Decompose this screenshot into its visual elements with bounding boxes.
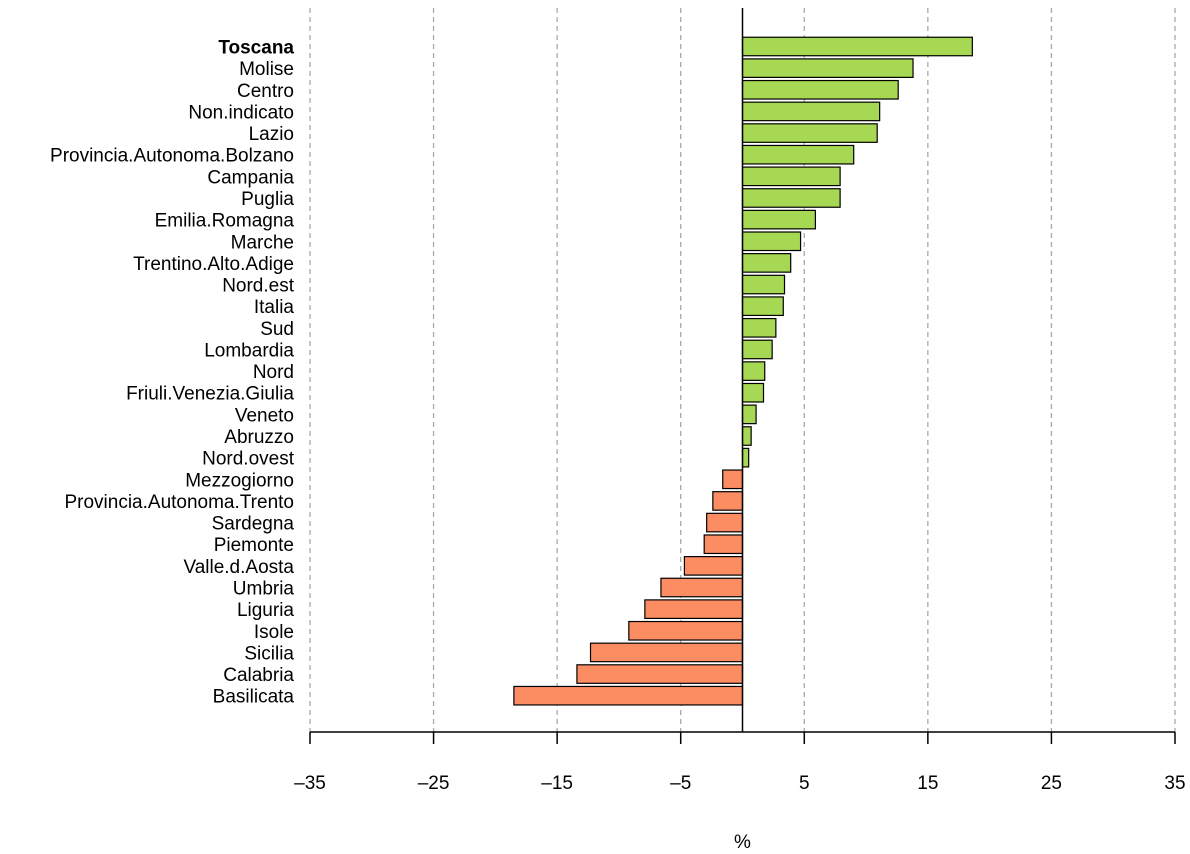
category-labels: ToscanaMoliseCentroNon.indicatoLazioProv… [50,38,295,708]
bar-piemonte [703,534,744,555]
x-tick-label: –15 [541,773,573,794]
category-label: Isole [254,622,294,643]
bar-sicilia [589,642,744,663]
bar-nord-est [741,274,786,295]
category-label: Nord [253,362,294,383]
bar-molise [741,58,914,78]
category-label: Veneto [235,405,294,426]
x-ticks: –35 –25 –15 –5 5 15 25 35 [294,732,1186,794]
category-label: Calabria [223,665,294,686]
bar-friuli-venezia-giulia [741,382,765,403]
bar-provincia-autonoma-bolzano [741,144,855,165]
bar-puglia [741,188,841,208]
category-label: Piemonte [214,535,294,556]
category-label: Marche [231,232,294,253]
category-label: Toscana [218,38,294,59]
category-label: Valle.d.Aosta [183,557,294,578]
category-label: Emilia.Romagna [155,211,295,232]
category-label: Umbria [233,579,295,600]
x-tick-label: –35 [294,773,326,794]
bar-sud [741,317,777,338]
category-label: Liguria [237,600,294,621]
category-label: Campania [207,167,294,188]
bar-marche [741,231,802,252]
x-tick-label: –5 [670,773,691,794]
x-tick-label: 15 [917,773,938,794]
bar-umbria [660,577,744,598]
bar-lombardia [741,339,773,360]
bar-sardegna [706,512,744,533]
bar-provincia-autonoma-trento [712,491,744,511]
bar-basilicata [513,685,744,706]
bar-mezzogiorno [722,469,744,490]
bar-lazio [741,123,878,143]
bars [513,36,973,706]
x-tick-label: –25 [418,773,450,794]
x-axis: –35 –25 –15 –5 5 15 25 35 [294,731,1186,794]
category-label: Nord.ovest [202,449,295,470]
category-label: Lazio [249,124,294,145]
bar-campania [741,166,841,187]
bar-liguria [644,599,744,619]
bar-emilia-romagna [741,209,817,230]
category-label: Non.indicato [188,102,294,123]
category-label: Sardegna [212,514,295,535]
category-label: Provincia.Autonoma.Trento [64,492,294,513]
category-label: Basilicata [213,687,295,708]
bar-nord [741,361,766,381]
bar-nord-ovest [741,447,750,468]
category-label: Provincia.Autonoma.Bolzano [50,146,294,167]
category-label: Mezzogiorno [185,470,294,491]
category-label: Nord.est [222,276,295,297]
category-label: Abruzzo [224,427,294,448]
bar-calabria [576,664,744,684]
bar-veneto [741,404,757,425]
bar-centro [741,79,899,100]
category-label: Friuli.Venezia.Giulia [126,384,294,405]
bar-isole [628,620,744,641]
category-label: Puglia [241,189,294,210]
bar-abruzzo [741,426,752,446]
x-tick-label: 5 [799,773,810,794]
category-label: Trentino.Alto.Adige [133,254,294,275]
category-label: Sud [260,319,294,340]
category-label: Centro [237,81,294,102]
x-tick-label: 25 [1041,773,1062,794]
category-label: Italia [254,297,295,318]
category-label: Lombardia [204,340,294,361]
bar-valle-d-aosta [683,556,744,576]
bar-toscana [741,36,973,57]
category-label: Molise [239,59,294,80]
bar-non-indicato [741,101,881,122]
bar-italia [741,296,784,317]
category-label: Sicilia [244,643,294,664]
bar-trentino-alto-adige [741,253,792,273]
x-axis-title: % [734,832,751,853]
x-tick-label: 35 [1164,773,1185,794]
